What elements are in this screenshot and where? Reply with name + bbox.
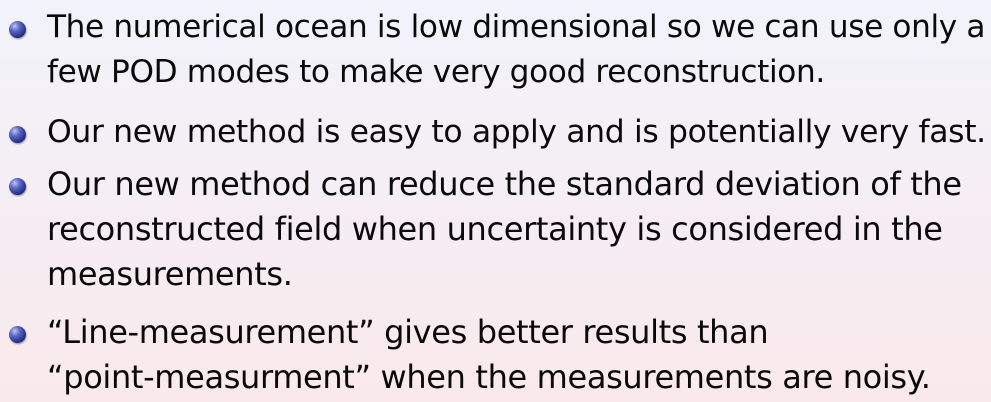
bullet-text: “Line-measurement” gives better results … (47, 310, 931, 400)
bullet-line: Our new method can reduce the standard d… (47, 165, 962, 203)
bullet-text: The numerical ocean is low dimensional s… (47, 5, 985, 95)
bullet-line: measurements. (47, 255, 293, 293)
bullet-line: few POD modes to make very good reconstr… (47, 54, 825, 90)
bullet-line: The numerical ocean is low dimensional s… (47, 9, 986, 45)
bullet-dot-icon (9, 126, 26, 143)
bullet-line: “Line-measurement” gives better results … (47, 313, 769, 351)
bullet-dot-icon (9, 326, 26, 343)
bullet-line: Our new method is easy to apply and is p… (47, 114, 986, 150)
bullet-text: Our new method is easy to apply and is p… (47, 110, 986, 155)
bullet-text: Our new method can reduce the standard d… (47, 162, 962, 297)
bullet-line: reconstructed field when uncertainty is … (47, 210, 943, 248)
bullet-dot-icon (9, 178, 26, 195)
bullet-dot-icon (9, 21, 26, 38)
bullet-line: “point-measurment” when the measurements… (47, 358, 931, 396)
